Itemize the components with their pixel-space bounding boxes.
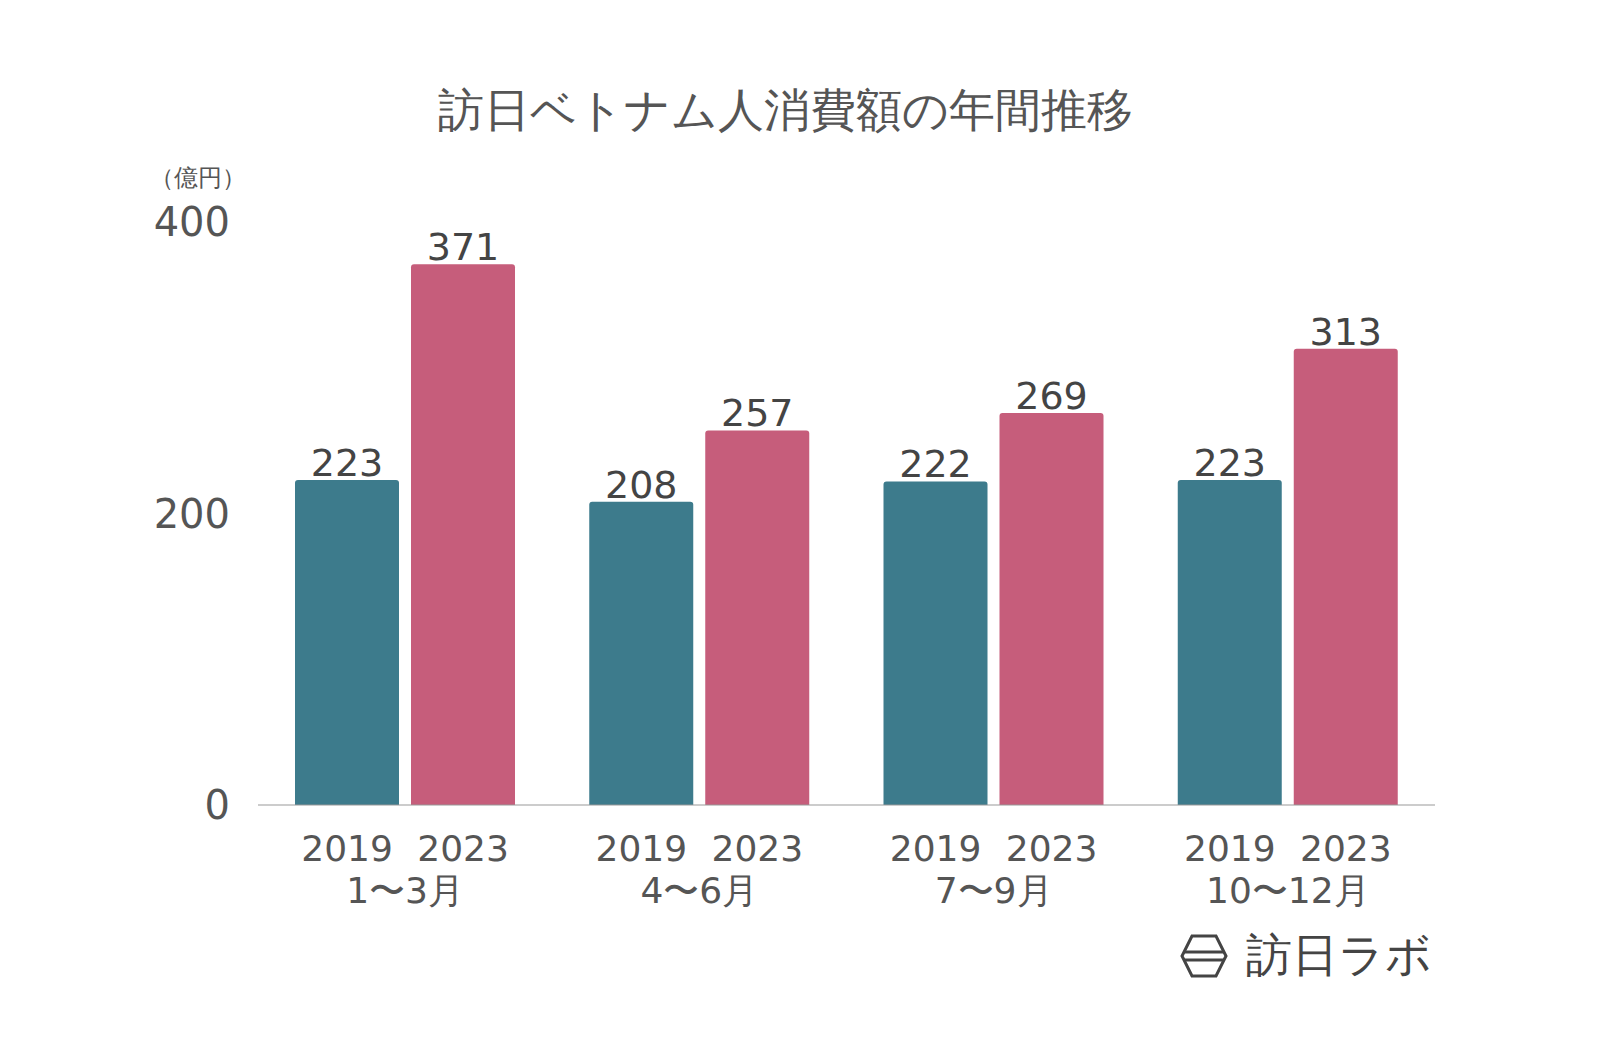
svg-text:257: 257	[721, 391, 794, 435]
html-text:訪日ベトナム人消費額の年間推移: 訪日ベトナム人消費額の年間推移	[437, 83, 1133, 137]
svg-text:223: 223	[311, 441, 384, 485]
html-text:（億円）: （億円）	[150, 164, 246, 192]
svg-text:200: 200	[154, 491, 230, 537]
svg-text:313: 313	[1309, 310, 1382, 354]
svg-text:400: 400	[154, 199, 230, 245]
svg-text:0: 0	[205, 782, 230, 828]
svg-text:223: 223	[1193, 441, 1266, 485]
svg-text:4〜6月: 4〜6月	[640, 870, 758, 911]
svg-text:2019: 2019	[1184, 828, 1276, 869]
svg-text:2023: 2023	[1300, 828, 1392, 869]
svg-text:10〜12月: 10〜12月	[1206, 870, 1370, 911]
svg-text:7〜9月: 7〜9月	[935, 870, 1053, 911]
svg-text:269: 269	[1015, 374, 1088, 418]
svg-text:2019: 2019	[301, 828, 393, 869]
svg-text:2023: 2023	[1006, 828, 1098, 869]
svg-text:371: 371	[427, 225, 500, 269]
svg-text:1〜3月: 1〜3月	[346, 870, 464, 911]
svg-text:222: 222	[899, 442, 972, 486]
svg-text:2023: 2023	[712, 828, 804, 869]
svg-text:2019: 2019	[596, 828, 688, 869]
svg-text:208: 208	[605, 463, 678, 507]
html-text:訪日ラボ: 訪日ラボ	[1246, 928, 1432, 982]
svg-text:2023: 2023	[417, 828, 509, 869]
svg-text:2019: 2019	[890, 828, 982, 869]
